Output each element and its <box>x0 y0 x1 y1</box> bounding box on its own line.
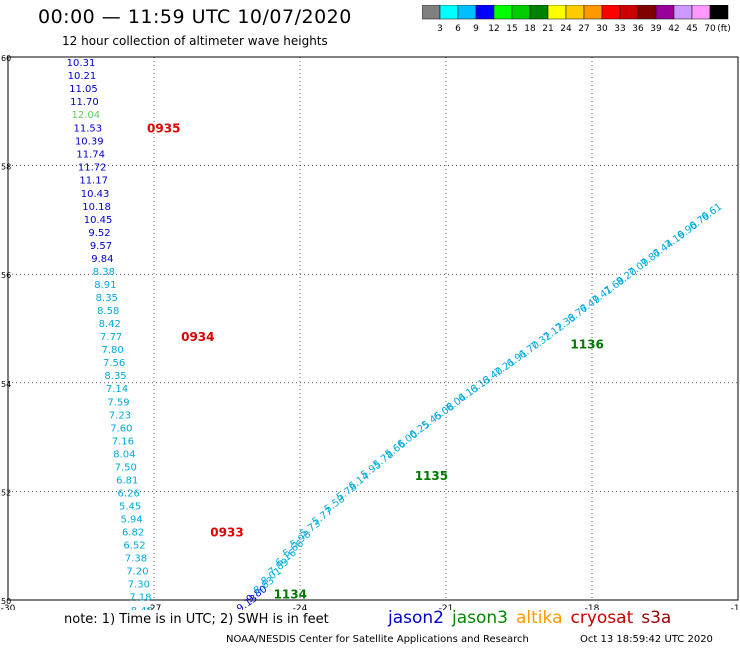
legend-item-jason2: jason2 <box>388 608 444 628</box>
time-annotation: 1136 <box>570 338 603 352</box>
colorbar-label: 39 <box>650 24 662 34</box>
wave-height-point: 7.23 <box>109 410 131 421</box>
wave-height-point: 11.74 <box>76 150 105 161</box>
time-annotation: 1134 <box>274 587 307 601</box>
colorbar-swatch <box>709 5 729 20</box>
wave-height-point: 10.21 <box>68 71 97 82</box>
wave-height-point: 7.60 <box>110 423 132 434</box>
y-tick-label: 50 <box>1 597 11 606</box>
wave-height-point: 5.45 <box>119 502 141 513</box>
wave-height-point: 5.94 <box>120 515 142 526</box>
wave-height-point: 9.57 <box>90 241 112 252</box>
wave-height-point: 7.20 <box>126 567 148 578</box>
wave-height-point: 7.56 <box>103 358 125 369</box>
colorbar-label: 70 <box>704 24 716 34</box>
legend-item-jason3: jason3 <box>452 608 508 628</box>
wave-height-point: 6.81 <box>116 475 138 486</box>
colorbar-label: 27 <box>578 24 589 34</box>
wave-height-point: 7.14 <box>106 384 128 395</box>
time-annotation: 0935 <box>147 122 180 136</box>
time-annotation: 0933 <box>210 526 243 540</box>
chart-subtitle: 12 hour collection of altimeter wave hei… <box>62 34 328 48</box>
time-annotation: 0934 <box>181 330 214 344</box>
time-annotation: 1135 <box>415 469 448 483</box>
wave-height-point: 11.70 <box>70 97 99 108</box>
wave-height-point: 10.39 <box>75 137 104 148</box>
wave-height-point: 7.30 <box>128 580 150 591</box>
wave-height-point: 8.58 <box>97 306 119 317</box>
wave-height-point: 8.35 <box>96 293 118 304</box>
y-tick-label: 58 <box>1 163 11 172</box>
footer-note: note: 1) Time is in UTC; 2) SWH is in fe… <box>64 612 329 627</box>
colorbar-label: 36 <box>632 24 644 34</box>
x-tick-label: -30 <box>1 604 16 610</box>
wave-height-point: 11.17 <box>79 176 108 187</box>
wave-height-point: 8.38 <box>93 267 115 278</box>
colorbar-label: 33 <box>614 24 625 34</box>
colorbar-label: 15 <box>506 24 517 34</box>
wave-height-point: 8.04 <box>113 449 135 460</box>
wave-height-point: 8.48 <box>131 606 153 610</box>
colorbar-label: 12 <box>488 24 499 34</box>
wave-height-point: 6.61 <box>700 202 725 224</box>
plot-frame <box>7 56 739 601</box>
wave-height-point: 6.26 <box>118 488 140 499</box>
x-tick-label: -21 <box>439 604 454 610</box>
wave-height-point: 6.82 <box>122 528 144 539</box>
colorbar-label: 6 <box>455 24 461 34</box>
y-tick-label: 56 <box>1 271 11 280</box>
wave-height-point: 9.52 <box>88 228 110 239</box>
wave-height-point: 8.42 <box>99 319 121 330</box>
colorbar-label: 21 <box>542 24 553 34</box>
wave-height-point: 10.31 <box>67 58 96 69</box>
wave-height-point: 8.35 <box>104 371 126 382</box>
x-tick-label: -18 <box>585 604 600 610</box>
color-scale-bar: 3 6 9 12 15 18 21 24 27 30 33 36 39 42 45 70 (ft) <box>422 5 731 34</box>
colorbar-label: 24 <box>560 24 572 34</box>
wave-height-point: 7.80 <box>102 345 124 356</box>
wave-height-point: 7.59 <box>107 397 129 408</box>
wave-height-point: 11.53 <box>73 124 102 135</box>
satellite-legend: jason2 jason3 altika cryosat s3a <box>388 608 679 628</box>
colorbar-label: 9 <box>473 24 479 34</box>
wave-height-point: 8.91 <box>94 280 116 291</box>
wave-height-chart: -30 -27 -24 -21 -18 -15 60 58 56 54 52 50 10.31 10.21… <box>1 54 740 610</box>
footer-timestamp: Oct 13 18:59:42 UTC 2020 <box>580 634 713 645</box>
footer-credit: NOAA/NESDIS Center for Satellite Applica… <box>226 634 529 645</box>
y-tick-label: 52 <box>1 488 11 497</box>
wave-height-point: 10.45 <box>84 215 113 226</box>
x-tick-label: -15 <box>731 604 740 610</box>
chart-title: 00:00 — 11:59 UTC 10/07/2020 <box>38 6 352 28</box>
wave-height-point: 12.04 <box>72 110 101 121</box>
colorbar-label: (ft) <box>717 24 731 34</box>
legend-item-altika: altika <box>516 608 563 628</box>
legend-item-s3a: s3a <box>641 608 672 628</box>
wave-height-point: 7.38 <box>125 554 147 565</box>
wave-height-point: 9.84 <box>91 254 113 265</box>
legend-item-cryosat: cryosat <box>570 608 634 628</box>
y-tick-label: 54 <box>1 380 11 389</box>
wave-height-point: 11.05 <box>69 84 98 95</box>
colorbar-label: 18 <box>524 24 536 34</box>
colorbar-label: 42 <box>668 24 679 34</box>
colorbar-label: 30 <box>596 24 608 34</box>
x-tick-label: -27 <box>147 604 162 610</box>
y-tick-label: 60 <box>1 54 11 63</box>
wave-height-point: 7.18 <box>129 593 151 604</box>
wave-height-point: 7.50 <box>115 462 137 473</box>
wave-height-point: 10.43 <box>81 189 110 200</box>
colorbar-label: 3 <box>437 24 443 34</box>
wave-height-point: 6.52 <box>123 541 145 552</box>
wave-height-point: 11.72 <box>78 163 107 174</box>
colorbar-label: 45 <box>686 24 697 34</box>
wave-height-point: 10.18 <box>82 202 111 213</box>
x-tick-label: -24 <box>293 604 308 610</box>
wave-height-point: 7.16 <box>112 436 134 447</box>
wave-height-point: 7.77 <box>100 332 122 343</box>
